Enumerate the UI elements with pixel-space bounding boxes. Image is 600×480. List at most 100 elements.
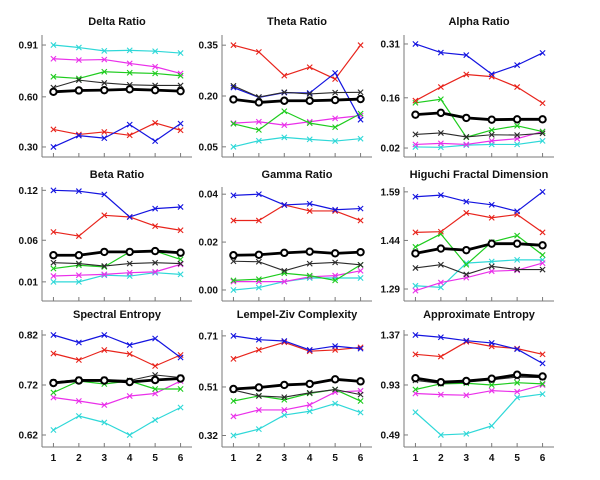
series-cyan [230, 275, 364, 293]
x-marker [255, 118, 262, 125]
axes: 0.05 0.20 0.35 [199, 35, 372, 158]
x-marker [152, 390, 159, 397]
series-cyan-line [414, 393, 544, 436]
x-marker [437, 284, 444, 291]
x-marker [463, 260, 470, 267]
x-marker [126, 132, 133, 139]
x-marker [50, 273, 57, 280]
x-tick-label: 3 [464, 453, 470, 464]
series-magenta [50, 55, 184, 77]
series-red [50, 347, 184, 369]
circle-marker [487, 374, 496, 383]
circle-marker [254, 383, 264, 392]
x-marker [412, 97, 419, 104]
circle-marker [150, 246, 160, 256]
series-cyan-line [232, 402, 362, 437]
x-marker [463, 209, 470, 216]
x-marker [50, 265, 57, 272]
y-tick-label: 0.49 [381, 430, 401, 441]
x-marker [514, 379, 521, 386]
x-marker [152, 268, 159, 275]
x-marker [332, 343, 339, 350]
x-tick-label: 2 [256, 453, 262, 464]
subplot-lempel-ziv-complexity: Lempel-Ziv Complexity 0.32 0.51 0.71 1 2 3 4 5 6 [199, 309, 372, 464]
series-mean-line [52, 249, 182, 257]
x-tick-label: 3 [102, 453, 108, 464]
x-marker [281, 406, 288, 413]
x-marker [539, 130, 546, 137]
x-marker [101, 263, 108, 270]
x-marker [306, 389, 313, 396]
series-dark [412, 261, 546, 278]
x-marker [412, 141, 419, 148]
circle-marker [125, 377, 134, 387]
subplot-alpha-ratio: Alpha Ratio 0.02 0.16 0.31 [381, 16, 554, 158]
x-marker [177, 260, 184, 267]
x-marker [50, 394, 57, 401]
subplot-title: Higuchi Fractal Dimension [410, 169, 549, 181]
series-red [412, 71, 546, 107]
circle-marker [330, 249, 340, 258]
circle-marker [436, 108, 446, 118]
x-marker [101, 79, 108, 86]
y-tick-label: 0.20 [199, 92, 219, 103]
x-marker [412, 264, 419, 271]
x-marker [437, 129, 444, 136]
series-mean [411, 370, 547, 387]
x-marker [177, 82, 184, 89]
x-marker [332, 69, 339, 76]
axes: 0.30 0.60 0.91 [19, 35, 192, 158]
circle-marker [487, 115, 496, 124]
series-dark [230, 258, 364, 274]
x-marker [230, 217, 237, 224]
x-marker [126, 342, 133, 348]
x-marker [177, 386, 184, 392]
x-marker [126, 47, 133, 54]
series-blue [230, 191, 364, 213]
x-marker [101, 272, 108, 279]
series-blue [50, 187, 184, 220]
series-blue-line [232, 193, 362, 211]
series-blue-line [414, 43, 544, 75]
x-marker [514, 62, 521, 69]
x-marker [230, 258, 237, 265]
y-tick-label: 0.93 [381, 380, 401, 391]
x-marker [126, 60, 133, 67]
y-tick-label: 0.32 [199, 431, 219, 442]
x-marker [177, 227, 184, 234]
x-marker [255, 392, 262, 399]
x-tick-label: 2 [76, 453, 82, 464]
x-tick-label: 2 [438, 453, 444, 464]
x-marker [255, 336, 262, 343]
circle-marker [538, 115, 547, 124]
series-mean-line [414, 373, 544, 384]
x-marker [101, 212, 108, 219]
y-tick-label: 0.72 [19, 381, 39, 392]
circle-marker [176, 86, 185, 96]
series-dark [230, 386, 364, 401]
x-marker [332, 277, 339, 284]
subplot-title: Delta Ratio [88, 16, 146, 28]
x-marker [50, 73, 57, 80]
series-cyan [50, 404, 184, 438]
x-marker [126, 393, 133, 399]
circle-marker [229, 251, 238, 260]
series-magenta [230, 267, 364, 285]
x-marker [306, 260, 313, 267]
x-marker [514, 256, 521, 263]
circle-marker [436, 244, 446, 253]
x-marker [255, 48, 262, 55]
x-marker [101, 402, 108, 408]
x-marker [437, 279, 444, 286]
x-marker [281, 396, 288, 403]
x-marker [437, 261, 444, 268]
x-marker [152, 48, 159, 55]
axes: 0.49 0.93 1.37 1 2 3 4 5 6 [381, 330, 554, 464]
y-tick-label: 1.37 [381, 330, 401, 341]
x-marker [255, 284, 262, 291]
x-marker [50, 55, 57, 62]
x-marker [332, 206, 339, 213]
series-blue-line [232, 72, 362, 121]
